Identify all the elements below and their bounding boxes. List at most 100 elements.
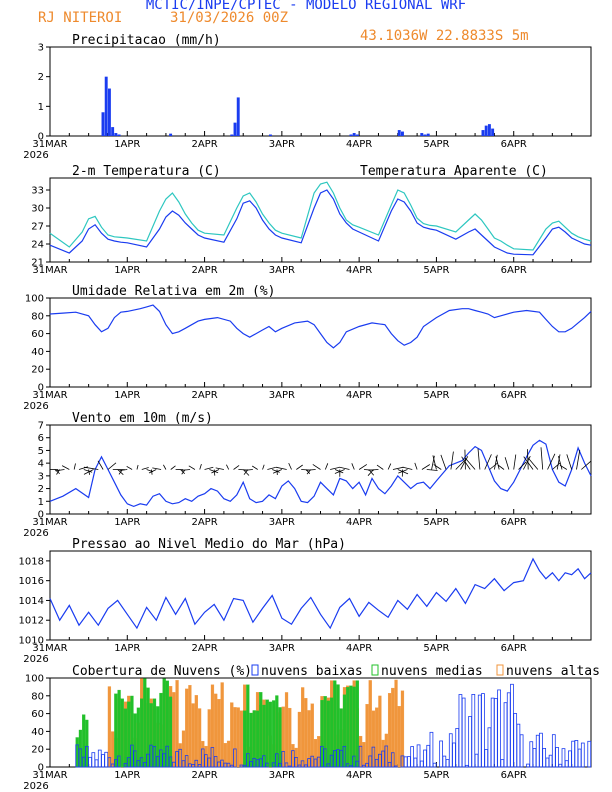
wind-arrow [73, 463, 76, 470]
wind-xtick-label: 1APR [114, 517, 140, 528]
cloud-low-bar [535, 734, 540, 768]
cloud-low-bar [233, 748, 237, 768]
clouds-title: Cobertura de Nuvens (%) [72, 664, 252, 679]
rh-line [49, 304, 592, 349]
cloud-high-bar [375, 707, 379, 768]
cloud-low-bar [561, 748, 566, 768]
rh-ytick-label: 0 [38, 383, 44, 394]
cloud-low-bar [468, 716, 472, 768]
wind-arrow [351, 463, 355, 470]
wind-arrow [61, 465, 70, 470]
cloud-low-bar [300, 760, 305, 768]
wind-arrow [440, 454, 447, 470]
cloud-low-bar [574, 740, 579, 768]
precip-bar [236, 97, 240, 136]
cloud-low-bar [465, 764, 469, 768]
precip-xtick-label: 5APR [423, 139, 449, 150]
cloud-mid-bar [140, 698, 144, 768]
cloud-low-bar [580, 742, 585, 768]
cloud-high-bar [297, 711, 302, 768]
cloud-low-bar [587, 740, 592, 768]
clouds-xtick-label: 3APR [269, 770, 295, 781]
cloud-low-bar [284, 762, 289, 768]
wind-arrow [368, 469, 379, 471]
cloud-high-bar [236, 707, 240, 768]
cloud-low-bar [568, 750, 572, 768]
cloud-low-bar [471, 693, 476, 768]
cloud-high-bar [384, 733, 388, 768]
cloud-low-bar [423, 749, 427, 768]
cloud-high-bar [172, 692, 176, 768]
precip-ytick-label: 0 [38, 132, 44, 143]
wind-xtick-label: 2APR [191, 517, 217, 528]
wind-arrow [211, 469, 220, 474]
rh-xtick-label: 2APR [191, 390, 217, 401]
wind-arrow [288, 462, 292, 470]
precip-xtick-label: 2APR [191, 139, 217, 150]
wind-arrow [358, 464, 368, 470]
cloud-mid-bar [259, 692, 263, 768]
wind-arrow [513, 454, 517, 470]
temp-line [49, 189, 592, 256]
precip-bar [233, 122, 237, 136]
rh-xtick-label: 3APR [269, 390, 295, 401]
wind-arrow [523, 456, 534, 470]
apparent-temp-line [49, 181, 592, 251]
wind-arrow [83, 469, 94, 475]
wind-arrow [566, 454, 573, 470]
cloud-mid-bar [120, 698, 124, 768]
wind-arrow [330, 467, 340, 470]
cloud-low-bar [445, 759, 450, 768]
cloud-low-bar [101, 754, 105, 768]
cloud-high-bar [197, 708, 202, 768]
wind-arrow [392, 466, 404, 470]
wind-arrow [54, 469, 60, 475]
cloud-low-bar [384, 745, 389, 768]
wind-arrow [431, 455, 435, 470]
precip-bar [487, 124, 491, 136]
wind-arrow [518, 461, 527, 470]
cloud-mid-bar [336, 684, 340, 768]
wind-arrow [152, 467, 162, 470]
precip-xtick-label: 3APR [269, 139, 295, 150]
wind-arrow [552, 462, 561, 470]
wind-speed-line [49, 439, 592, 508]
precip-title: Precipitacao (mm/h) [72, 33, 221, 48]
cloud-low-bar [432, 762, 437, 768]
wind-arrow [181, 469, 191, 471]
cloud-high-bar [284, 692, 289, 768]
cloud-mid-bar [85, 719, 89, 768]
wind-arrow [334, 469, 344, 474]
precip-xtick-label: 4APR [346, 139, 372, 150]
rh-xtick-label: 5APR [423, 390, 449, 401]
wind-arrow [556, 454, 561, 470]
cloud-mid-bar [342, 694, 347, 768]
cloud-high-bar [301, 687, 305, 768]
precip-bar [401, 131, 404, 136]
cloud-mid-bar [243, 710, 247, 768]
wind-arrow [421, 464, 431, 470]
wind-arrow [450, 451, 454, 470]
cloud-high-bar [233, 707, 237, 768]
cloud-low-bar [493, 698, 498, 768]
wind-ytick-label: 6 [38, 433, 44, 444]
precip-year-label: 2026 [23, 150, 48, 161]
rh-xtick-label: 1APR [114, 390, 140, 401]
temp-ytick-label: 33 [31, 186, 44, 197]
cloud-low-bar [461, 697, 466, 768]
precip-bar [230, 134, 234, 136]
wind-arrow [170, 465, 176, 470]
cloud-low-bar [487, 727, 492, 768]
precip-xtick-label: 1APR [114, 139, 140, 150]
wind-arrow [523, 456, 531, 470]
wind-arrow [119, 469, 128, 471]
cloud-mid-bar [127, 701, 131, 768]
cloud-mid-bar [346, 687, 350, 768]
precip-bar [426, 133, 430, 136]
pres-xtick-label: 6APR [501, 643, 527, 654]
cloud-legend-swatch [496, 664, 504, 676]
wind-arrow [576, 449, 581, 470]
cloud-high-bar [204, 745, 208, 768]
cloud-high-bar [394, 679, 398, 768]
cloud-high-bar [191, 703, 195, 768]
